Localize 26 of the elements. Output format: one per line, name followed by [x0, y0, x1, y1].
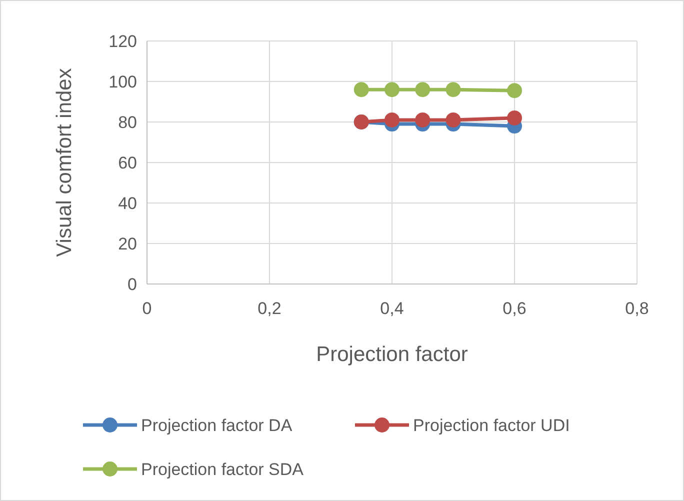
point [507, 110, 522, 126]
x-tick-label: 0,8 [625, 299, 649, 318]
y-tick-label: 120 [108, 32, 137, 51]
x-tick-label: 0,2 [258, 299, 282, 318]
legend-label: Projection factor SDA [141, 460, 304, 479]
point [446, 82, 461, 98]
point [354, 82, 369, 98]
y-tick-label: 20 [118, 234, 137, 254]
point [384, 82, 400, 98]
point [384, 112, 400, 128]
point [507, 83, 522, 98]
x-axis-title: Projection factor [316, 343, 468, 366]
point [415, 82, 430, 98]
y-tick-label: 100 [108, 72, 137, 92]
x-tick-label: 0,6 [502, 299, 526, 318]
y-tick-label: 40 [118, 194, 137, 213]
y-tick-label: 0 [128, 274, 137, 294]
y-axis-title: Visual comfort index [53, 68, 76, 257]
y-tick-label: 60 [118, 153, 137, 172]
x-tick-label: 0 [142, 299, 152, 318]
point [446, 112, 461, 128]
legend-label: Projection factor DA [141, 416, 293, 435]
y-tick-label: 80 [118, 112, 137, 132]
x-tick-label: 0,4 [380, 299, 404, 318]
point [415, 112, 430, 128]
legend-label: Projection factor UDI [413, 416, 570, 435]
